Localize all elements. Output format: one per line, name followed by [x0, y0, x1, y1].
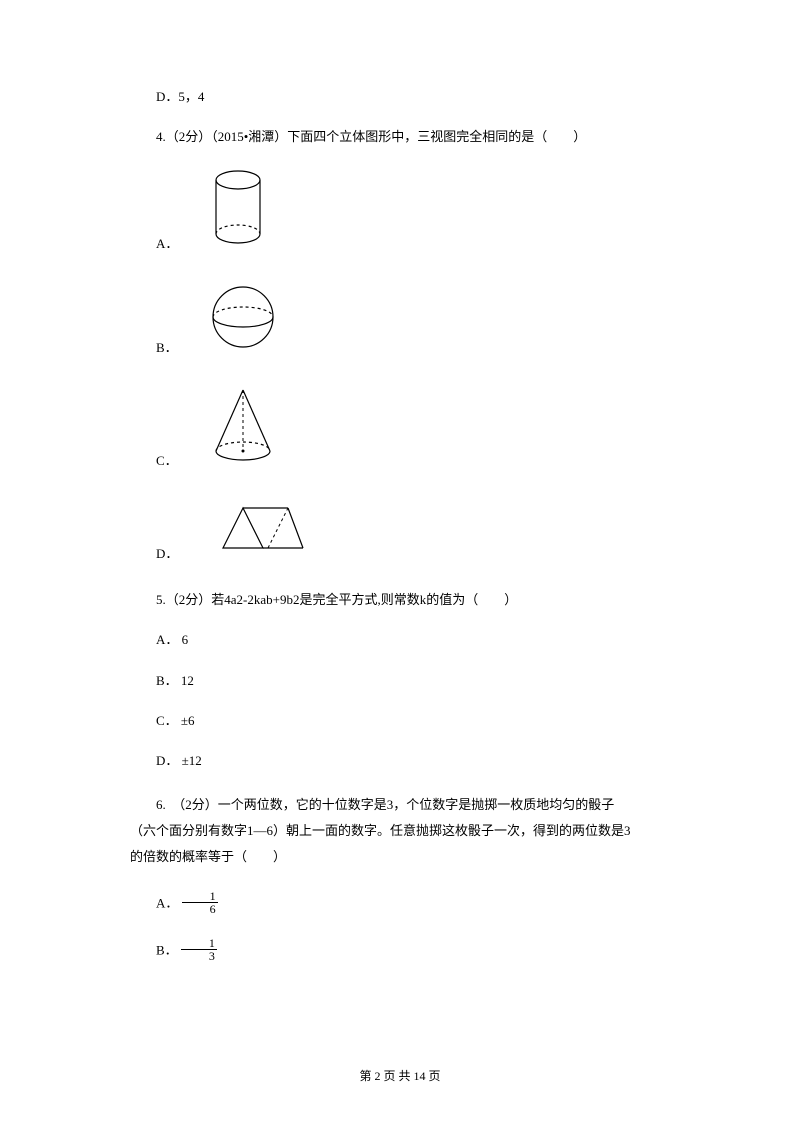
- q6-option-a: A． 1 6: [130, 892, 670, 917]
- cone-icon: [182, 385, 278, 470]
- q6-b-denominator: 3: [181, 950, 217, 962]
- q6-line3: 的倍数的概率等于（ ）: [130, 844, 670, 870]
- page-content: D．5，4 4.（2分）（2015•湘潭）下面四个立体图形中，三视图完全相同的是…: [0, 0, 800, 1026]
- q4-option-d: D．: [130, 498, 670, 563]
- page-number: 第 2 页 共 14 页: [359, 1069, 440, 1083]
- q5-option-c: C． ±6: [130, 712, 670, 730]
- q4-option-b-label: B．: [130, 339, 178, 357]
- prev-question-option-d: D．5，4: [130, 88, 670, 106]
- q6-option-b: B． 1 3: [130, 939, 670, 964]
- q5-option-d: D． ±12: [130, 752, 670, 770]
- q6-line2: （六个面分别有数字1—6）朝上一面的数字。任意抛掷这枚骰子一次，得到的两位数是3: [130, 818, 670, 844]
- q4-option-d-label: D．: [130, 545, 178, 563]
- q4-option-a-label: A．: [130, 235, 178, 253]
- q4-option-c-label: C．: [130, 452, 178, 470]
- cylinder-icon: [182, 168, 268, 253]
- fraction-icon: 1 6: [182, 890, 218, 915]
- q5-option-a: A． 6: [130, 631, 670, 649]
- prism-icon: [182, 498, 308, 563]
- q6-option-b-label: B．: [156, 943, 178, 958]
- fraction-icon: 1 3: [181, 937, 217, 962]
- q6-line1: 6. （2分）一个两位数，它的十位数字是3，个位数字是抛掷一枚质地均匀的骰子: [130, 792, 670, 818]
- q6-option-a-label: A．: [156, 896, 178, 911]
- question-6-stem: 6. （2分）一个两位数，它的十位数字是3，个位数字是抛掷一枚质地均匀的骰子 （…: [130, 792, 670, 870]
- q4-option-a: A．: [130, 168, 670, 253]
- sphere-icon: [182, 282, 278, 357]
- question-5-stem: 5.（2分）若4a2-2kab+9b2是完全平方式,则常数k的值为（ ）: [130, 591, 670, 609]
- q5-option-b: B． 12: [130, 672, 670, 690]
- q6-a-denominator: 6: [182, 903, 218, 915]
- page-footer: 第 2 页 共 14 页: [0, 1067, 800, 1084]
- q4-option-c: C．: [130, 385, 670, 470]
- question-4-stem: 4.（2分）（2015•湘潭）下面四个立体图形中，三视图完全相同的是（ ）: [130, 128, 670, 146]
- q4-option-b: B．: [130, 282, 670, 357]
